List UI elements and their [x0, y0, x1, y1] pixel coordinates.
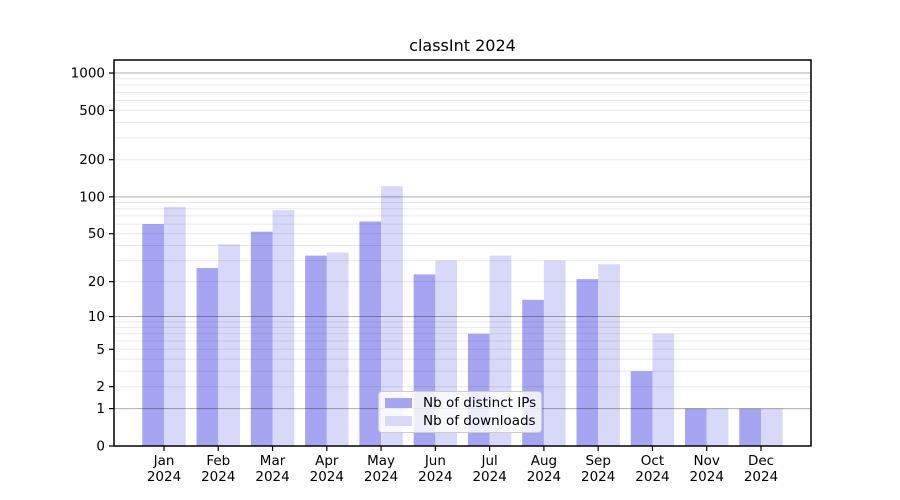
- y-tick-label-500: 500: [79, 103, 105, 119]
- bar-may-2024-nb-of-downloads: [381, 186, 403, 446]
- bar-oct-2024-nb-of-downloads: [652, 333, 675, 446]
- bar-nov-2024-nb-of-distinct-ips: [685, 408, 707, 446]
- x-tick-label-mar-2024: Mar: [260, 453, 286, 469]
- legend-row-nb-of-distinct-ips: Nb of distinct IPs: [385, 395, 537, 411]
- x-tick-label-may-2024: May: [367, 453, 395, 469]
- x-tick-label-nov-2024: Nov: [694, 453, 720, 469]
- bar-may-2024-nb-of-distinct-ips: [359, 221, 382, 446]
- bar-jan-2024-nb-of-downloads: [164, 206, 186, 446]
- x-tick-label-jul-2024: Jul: [480, 453, 497, 469]
- x-tick-label-feb-2024: Feb: [206, 453, 230, 469]
- bar-feb-2024-nb-of-distinct-ips: [196, 268, 219, 446]
- y-tick-label-1: 1: [96, 401, 105, 417]
- x-tick-label-year-dec-2024: 2024: [744, 469, 778, 485]
- x-tick-label-year-oct-2024: 2024: [635, 469, 669, 485]
- bar-mar-2024-nb-of-downloads: [272, 210, 295, 446]
- y-tick-label-5: 5: [96, 342, 105, 358]
- x-tick-label-year-jan-2024: 2024: [147, 469, 181, 485]
- bar-sep-2024-nb-of-downloads: [598, 264, 620, 446]
- bar-jan-2024-nb-of-distinct-ips: [142, 224, 164, 446]
- x-tick-label-apr-2024: Apr: [315, 453, 339, 469]
- y-tick-label-50: 50: [88, 226, 105, 242]
- chart-title: classInt 2024: [409, 36, 516, 55]
- x-tick-label-jan-2024: Jan: [153, 453, 175, 469]
- x-tick-label-year-sep-2024: 2024: [581, 469, 615, 485]
- x-tick-label-year-aug-2024: 2024: [527, 469, 561, 485]
- legend-label: Nb of downloads: [423, 413, 536, 429]
- bar-mar-2024-nb-of-distinct-ips: [250, 231, 273, 446]
- x-tick-label-jun-2024: Jun: [424, 453, 446, 469]
- x-tick-label-oct-2024: Oct: [641, 453, 664, 469]
- x-tick-label-year-mar-2024: 2024: [255, 469, 289, 485]
- x-tick-label-year-apr-2024: 2024: [310, 469, 344, 485]
- x-tick-label-year-nov-2024: 2024: [690, 469, 724, 485]
- bar-apr-2024-nb-of-distinct-ips: [305, 255, 327, 446]
- y-tick-label-10: 10: [88, 309, 105, 325]
- bar-dec-2024-nb-of-downloads: [761, 408, 783, 446]
- bar-dec-2024-nb-of-distinct-ips: [739, 408, 761, 446]
- bar-feb-2024-nb-of-downloads: [218, 244, 240, 446]
- x-tick-label-dec-2024: Dec: [748, 453, 774, 469]
- x-tick-label-aug-2024: Aug: [531, 453, 557, 469]
- y-tick-label-20: 20: [88, 274, 105, 290]
- x-tick-label-year-may-2024: 2024: [364, 469, 398, 485]
- x-tick-label-year-jul-2024: 2024: [472, 469, 506, 485]
- y-tick-label-1000: 1000: [71, 66, 105, 82]
- y-tick-label-2: 2: [96, 379, 105, 395]
- y-tick-label-0: 0: [96, 439, 105, 455]
- legend-swatch-icon: [385, 416, 412, 426]
- axis-frame: [113, 59, 812, 447]
- x-tick-label-sep-2024: Sep: [585, 453, 610, 469]
- x-tick-label-year-jun-2024: 2024: [418, 469, 452, 485]
- legend-label: Nb of distinct IPs: [423, 395, 537, 411]
- x-tick-label-year-feb-2024: 2024: [201, 469, 235, 485]
- legend-swatch-icon: [385, 398, 412, 408]
- bar-oct-2024-nb-of-distinct-ips: [630, 371, 653, 446]
- y-tick-label-100: 100: [79, 189, 105, 205]
- bar-sep-2024-nb-of-distinct-ips: [576, 279, 599, 446]
- legend: Nb of distinct IPs Nb of downloads: [378, 391, 542, 433]
- bar-aug-2024-nb-of-downloads: [543, 260, 566, 446]
- bar-nov-2024-nb-of-downloads: [706, 408, 729, 446]
- bar-apr-2024-nb-of-downloads: [326, 252, 349, 446]
- y-tick-label-200: 200: [79, 152, 105, 168]
- legend-row-nb-of-downloads: Nb of downloads: [385, 413, 536, 429]
